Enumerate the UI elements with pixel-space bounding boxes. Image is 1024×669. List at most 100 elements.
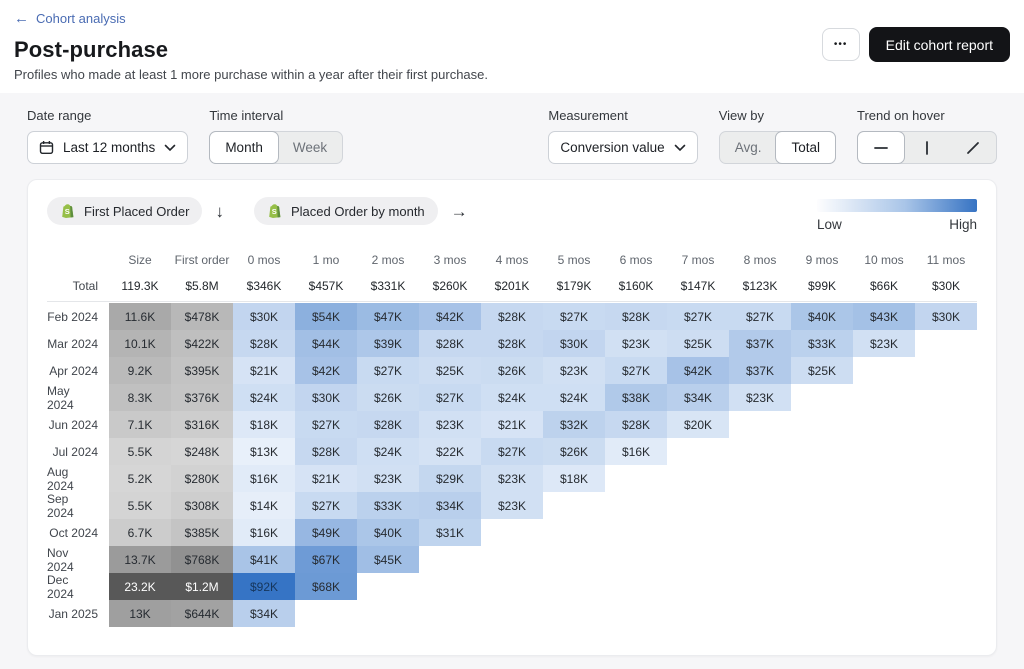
date-range-select[interactable]: Last 12 months (27, 131, 189, 164)
cohort-cell[interactable]: $25K (419, 357, 481, 384)
size-cell[interactable]: 9.2K (109, 357, 171, 384)
cohort-cell[interactable]: $33K (791, 330, 853, 357)
cohort-cell[interactable]: $18K (233, 411, 295, 438)
cohort-cell[interactable]: $23K (481, 492, 543, 519)
cohort-cell[interactable]: $39K (357, 330, 419, 357)
cohort-cell[interactable]: $32K (543, 411, 605, 438)
cohort-cell[interactable]: $18K (543, 465, 605, 492)
cohort-cell[interactable]: $30K (295, 384, 357, 411)
size-cell[interactable]: 5.5K (109, 438, 171, 465)
edit-cohort-report-button[interactable]: Edit cohort report (868, 27, 1010, 62)
cohort-cell[interactable]: $92K (233, 573, 295, 600)
cohort-cell[interactable]: $27K (419, 384, 481, 411)
cohort-cell[interactable]: $40K (357, 519, 419, 546)
measurement-select[interactable]: Conversion value (548, 131, 698, 164)
cohort-cell[interactable]: $16K (233, 465, 295, 492)
cohort-cell[interactable]: $42K (667, 357, 729, 384)
cohort-cell[interactable]: $28K (419, 330, 481, 357)
cohort-cell[interactable]: $27K (481, 438, 543, 465)
cohort-cell[interactable]: $41K (233, 546, 295, 573)
cohort-cell[interactable]: $47K (357, 303, 419, 330)
first-order-cell[interactable]: $422K (171, 330, 233, 357)
trend-on-hover-option-horizontal-line[interactable] (857, 131, 905, 164)
cohort-cell[interactable]: $37K (729, 357, 791, 384)
cohort-cell[interactable]: $21K (233, 357, 295, 384)
first-order-cell[interactable]: $376K (171, 384, 233, 411)
view-by-option-total[interactable]: Total (775, 131, 836, 164)
cohort-cell[interactable]: $54K (295, 303, 357, 330)
first-order-cell[interactable]: $280K (171, 465, 233, 492)
cohort-cell[interactable]: $28K (605, 303, 667, 330)
cohort-cell[interactable]: $67K (295, 546, 357, 573)
cohort-cell[interactable]: $28K (481, 303, 543, 330)
cohort-cell[interactable]: $13K (233, 438, 295, 465)
cohort-cell[interactable]: $33K (357, 492, 419, 519)
more-options-button[interactable]: ••• (821, 28, 860, 61)
cohort-cell[interactable]: $26K (481, 357, 543, 384)
cohort-cell[interactable]: $34K (419, 492, 481, 519)
cohort-cell[interactable]: $34K (233, 600, 295, 627)
cohort-cell[interactable]: $22K (419, 438, 481, 465)
cohort-cell[interactable]: $23K (481, 465, 543, 492)
first-order-cell[interactable]: $644K (171, 600, 233, 627)
metric-pill-first-placed-order[interactable]: S First Placed Order (47, 197, 203, 225)
first-order-cell[interactable]: $248K (171, 438, 233, 465)
cohort-cell[interactable]: $23K (605, 330, 667, 357)
cohort-cell[interactable]: $23K (543, 357, 605, 384)
cohort-cell[interactable]: $25K (791, 357, 853, 384)
first-order-cell[interactable]: $478K (171, 303, 233, 330)
size-cell[interactable]: 11.6K (109, 303, 171, 330)
cohort-cell[interactable]: $26K (543, 438, 605, 465)
cohort-cell[interactable]: $24K (233, 384, 295, 411)
size-cell[interactable]: 6.7K (109, 519, 171, 546)
cohort-cell[interactable]: $31K (419, 519, 481, 546)
size-cell[interactable]: 7.1K (109, 411, 171, 438)
cohort-cell[interactable]: $28K (357, 411, 419, 438)
cohort-cell[interactable]: $27K (729, 303, 791, 330)
size-cell[interactable]: 13.7K (109, 546, 171, 573)
first-order-cell[interactable]: $768K (171, 546, 233, 573)
cohort-cell[interactable]: $28K (481, 330, 543, 357)
cohort-cell[interactable]: $24K (543, 384, 605, 411)
trend-on-hover-option-diagonal-line[interactable] (950, 132, 996, 163)
size-cell[interactable]: 13K (109, 600, 171, 627)
back-link[interactable]: ← Cohort analysis (14, 11, 126, 26)
time-interval-option-month[interactable]: Month (209, 131, 279, 164)
time-interval-option-week[interactable]: Week (278, 132, 342, 163)
cohort-cell[interactable]: $24K (357, 438, 419, 465)
cohort-cell[interactable]: $27K (357, 357, 419, 384)
size-cell[interactable]: 23.2K (109, 573, 171, 600)
cohort-cell[interactable]: $27K (605, 357, 667, 384)
first-order-cell[interactable]: $1.2M (171, 573, 233, 600)
first-order-cell[interactable]: $395K (171, 357, 233, 384)
cohort-cell[interactable]: $28K (605, 411, 667, 438)
cohort-cell[interactable]: $30K (915, 303, 977, 330)
cohort-cell[interactable]: $27K (295, 411, 357, 438)
cohort-cell[interactable]: $26K (357, 384, 419, 411)
cohort-cell[interactable]: $45K (357, 546, 419, 573)
cohort-cell[interactable]: $44K (295, 330, 357, 357)
first-order-cell[interactable]: $308K (171, 492, 233, 519)
cohort-cell[interactable]: $30K (233, 303, 295, 330)
size-cell[interactable]: 8.3K (109, 384, 171, 411)
cohort-cell[interactable]: $37K (729, 330, 791, 357)
cohort-cell[interactable]: $21K (295, 465, 357, 492)
cohort-cell[interactable]: $23K (419, 411, 481, 438)
cohort-cell[interactable]: $28K (295, 438, 357, 465)
size-cell[interactable]: 5.2K (109, 465, 171, 492)
cohort-cell[interactable]: $43K (853, 303, 915, 330)
cohort-cell[interactable]: $27K (543, 303, 605, 330)
cohort-cell[interactable]: $16K (233, 519, 295, 546)
cohort-cell[interactable]: $34K (667, 384, 729, 411)
cohort-cell[interactable]: $21K (481, 411, 543, 438)
cohort-cell[interactable]: $16K (605, 438, 667, 465)
cohort-cell[interactable]: $23K (853, 330, 915, 357)
metric-pill-placed-order-by-month[interactable]: S Placed Order by month (253, 197, 438, 225)
cohort-cell[interactable]: $27K (667, 303, 729, 330)
cohort-cell[interactable]: $42K (419, 303, 481, 330)
cohort-cell[interactable]: $28K (233, 330, 295, 357)
cohort-cell[interactable]: $27K (295, 492, 357, 519)
cohort-cell[interactable]: $20K (667, 411, 729, 438)
cohort-cell[interactable]: $68K (295, 573, 357, 600)
cohort-cell[interactable]: $23K (357, 465, 419, 492)
